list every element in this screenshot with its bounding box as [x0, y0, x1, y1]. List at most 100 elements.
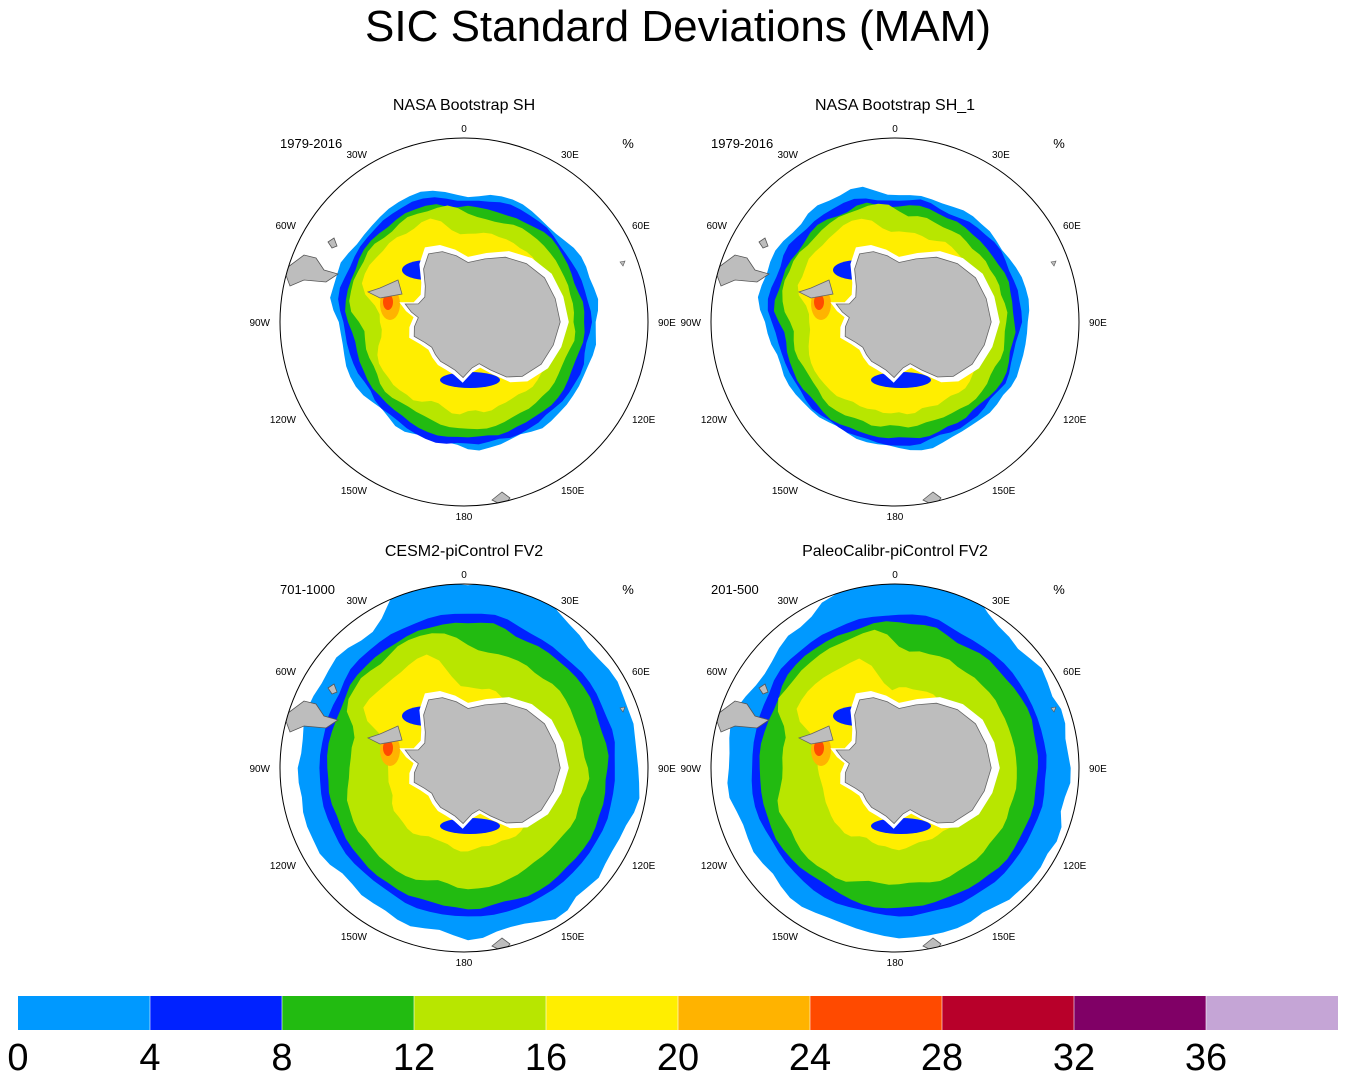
antarctica-land [404, 697, 561, 825]
map-panel-nasa-bootstrap-sh: NASA Bootstrap SH 1979-2016% 0 30E 60E 90E 120… [249, 90, 676, 523]
longitude-label: 150E [561, 486, 585, 497]
longitude-label: 30E [561, 596, 579, 607]
longitude-label: 150E [992, 486, 1016, 497]
longitude-label: 120E [1063, 415, 1087, 426]
longitude-label: 90E [658, 318, 676, 329]
longitude-label: 60E [632, 221, 650, 232]
falklands-land [758, 683, 769, 695]
longitude-label: 0 [461, 570, 467, 581]
longitude-label: 90E [1089, 764, 1107, 775]
longitude-label: 30E [561, 150, 579, 161]
map-panel-paleocalibr-picontrol: PaleoCalibr-piControl FV2 201-500% 0 30E 60E… [680, 536, 1107, 969]
map-svg: CESM2-piControl FV2 701-1000 % 0 30E 60E 90E 12… [249, 543, 676, 969]
falklands-land [327, 683, 338, 695]
longitude-label: 120W [701, 861, 728, 872]
map-boundary [279, 583, 649, 953]
colorbar-swatch [18, 996, 150, 1030]
panel-title: NASA Bootstrap SH [393, 97, 535, 114]
colorbar-swatch [1206, 996, 1338, 1030]
map-svg: PaleoCalibr-piControl FV2 201-500 % 0 30E 60E… [680, 543, 1107, 969]
longitude-label: 30E [992, 596, 1010, 607]
sic-hotspot-core [383, 740, 393, 756]
island-land [1050, 260, 1057, 267]
colorbar-tick-label: 16 [525, 1037, 567, 1079]
colorbar-tick-label: 0 [7, 1037, 28, 1079]
longitude-label: 150W [772, 932, 799, 943]
antarctica-land [404, 251, 561, 379]
island-land [619, 260, 626, 267]
map-svg: NASA Bootstrap SH_1 1979-2016 % 0 30E 60E 90E 1… [680, 97, 1107, 523]
south-america-land [714, 254, 770, 287]
longitude-label: 30E [992, 150, 1010, 161]
antarctic-peninsula [797, 725, 834, 745]
period-label: 701-1000 [280, 582, 335, 597]
antarctic-peninsula [366, 725, 403, 745]
sic-hotspot-core [814, 294, 824, 310]
longitude-label: 0 [892, 570, 898, 581]
falklands-land [327, 237, 338, 249]
longitude-label: 60E [1063, 667, 1081, 678]
period-label: 1979-2016 [711, 136, 773, 151]
longitude-label: 120W [270, 415, 297, 426]
longitude-label: 30W [777, 596, 798, 607]
colorbar-tick-label: 4 [139, 1037, 160, 1079]
south-america-land [283, 254, 339, 287]
colorbar-tick-label: 32 [1053, 1037, 1095, 1079]
map-boundary [710, 583, 1080, 953]
sic-hotspot-core [383, 294, 393, 310]
map-boundary [710, 137, 1080, 507]
colorbar-swatch [942, 996, 1074, 1030]
south-america-land [283, 700, 339, 733]
antarctica-land [835, 251, 992, 379]
longitude-label: 60W [275, 221, 296, 232]
antarctic-peninsula [366, 279, 403, 299]
longitude-label: 30W [346, 596, 367, 607]
sic-blue-pocket [871, 818, 931, 834]
period-label: 201-500 [711, 582, 759, 597]
longitude-label: 90W [680, 764, 701, 775]
island-land [619, 706, 626, 713]
colorbar-tick-label: 36 [1185, 1037, 1227, 1079]
longitude-label: 150E [561, 932, 585, 943]
map-svg: NASA Bootstrap SH 1979-2016 % 0 30E 60E 90E 120… [249, 97, 676, 523]
longitude-label: 90W [680, 318, 701, 329]
longitude-label: 60W [706, 667, 727, 678]
longitude-label: 180 [887, 512, 904, 523]
map-field [714, 186, 1057, 506]
longitude-label: 150W [341, 486, 368, 497]
map-panel-nasa-bootstrap-sh-1: NASA Bootstrap SH_1 1979-2016% 0 30E 60E 90E 1… [680, 90, 1107, 523]
colorbar-swatch [678, 996, 810, 1030]
longitude-label: 30W [777, 150, 798, 161]
units-label: % [1053, 582, 1065, 597]
colorbar-swatch [1074, 996, 1206, 1030]
map-boundary [279, 137, 649, 507]
sic-blue-pocket [440, 372, 500, 388]
sic-blue-pocket [440, 818, 500, 834]
colorbar-tick-label: 24 [789, 1037, 831, 1079]
colorbar-tick-label: 8 [271, 1037, 292, 1079]
colorbar-swatch [810, 996, 942, 1030]
longitude-label: 120W [701, 415, 728, 426]
longitude-label: 120E [632, 415, 656, 426]
units-label: % [622, 582, 634, 597]
longitude-label: 90E [1089, 318, 1107, 329]
longitude-label: 60E [1063, 221, 1081, 232]
units-label: % [1053, 136, 1065, 151]
units-label: % [622, 136, 634, 151]
panel-title: CESM2-piControl FV2 [385, 543, 543, 560]
longitude-label: 120E [632, 861, 656, 872]
longitude-label: 60W [275, 667, 296, 678]
period-label: 1979-2016 [280, 136, 342, 151]
longitude-label: 180 [887, 958, 904, 969]
longitude-label: 60E [632, 667, 650, 678]
longitude-label: 30W [346, 150, 367, 161]
south-america-land [714, 700, 770, 733]
figure-title: SIC Standard Deviations (MAM) [365, 2, 991, 51]
panel-title: PaleoCalibr-piControl FV2 [802, 543, 988, 560]
longitude-label: 120E [1063, 861, 1087, 872]
map-field [283, 584, 640, 952]
colorbar-swatch [150, 996, 282, 1030]
map-field [714, 584, 1071, 952]
colorbar-tick-label: 28 [921, 1037, 963, 1079]
falklands-land [758, 237, 769, 249]
